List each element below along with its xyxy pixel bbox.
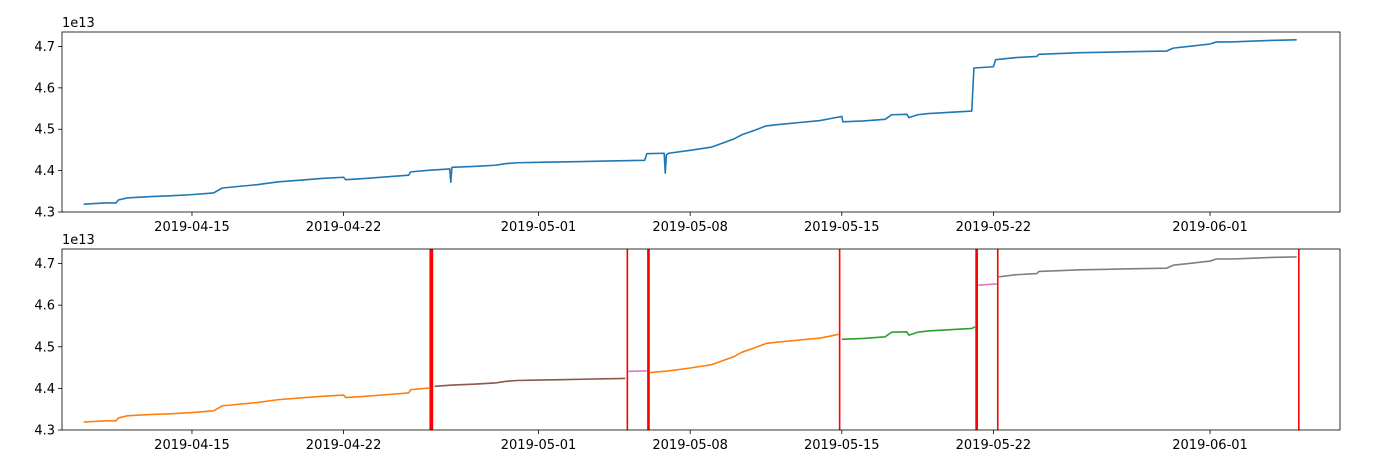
series-line-0: [83, 387, 431, 423]
x-tick-label: 2019-04-15: [154, 220, 230, 235]
top-chart-panel: 2019-04-15 2019-04-22 2019-05-01 2019-05-08…: [34, 16, 1341, 235]
x-tick-label: 2019-05-08: [652, 438, 728, 453]
x-tick-label: 2019-05-01: [501, 220, 577, 235]
series-line-0: [83, 39, 1297, 205]
x-tick-label: 2019-04-22: [306, 220, 382, 235]
axes-frame: [61, 248, 1341, 431]
x-tick-label: 2019-05-15: [804, 220, 880, 235]
axes-frame: [61, 31, 1341, 213]
y-tick-label: 4.4: [34, 382, 55, 397]
x-tick-label: 2019-06-01: [1172, 220, 1248, 235]
y-tick-label: 4.6: [34, 81, 55, 96]
series-line-3: [650, 333, 839, 374]
x-tick-label: 2019-05-01: [501, 438, 577, 453]
series-group: [83, 39, 1297, 205]
y-tick-label: 4.3: [34, 206, 55, 221]
x-tick-label: 2019-04-22: [306, 438, 382, 453]
series-line-6: [998, 256, 1297, 278]
x-tick-label: 2019-06-01: [1172, 438, 1248, 453]
vertical-markers: [429, 249, 1300, 430]
y-tick-label: 4.5: [34, 123, 55, 138]
x-tick-label: 2019-05-15: [804, 438, 880, 453]
bottom-chart-panel: 2019-04-15 2019-04-22 2019-05-01 2019-05-08…: [34, 233, 1341, 453]
y-tick-label: 4.7: [34, 257, 55, 272]
series-line-4: [841, 326, 976, 341]
series-group: [83, 256, 1297, 423]
y-offset-label: 1e13: [62, 233, 95, 248]
x-tick-label: 2019-05-08: [652, 220, 728, 235]
x-tick-label: 2019-04-15: [154, 438, 230, 453]
y-tick-label: 4.7: [34, 40, 55, 55]
y-tick-label: 4.4: [34, 164, 55, 179]
y-tick-label: 4.6: [34, 299, 55, 314]
y-tick-label: 4.5: [34, 340, 55, 355]
y-offset-label: 1e13: [62, 16, 95, 31]
series-line-1: [434, 377, 626, 388]
series-line-5: [978, 283, 997, 286]
x-tick-label: 2019-05-22: [956, 220, 1032, 235]
y-tick-label: 4.3: [34, 424, 55, 439]
x-tick-label: 2019-05-22: [956, 438, 1032, 453]
